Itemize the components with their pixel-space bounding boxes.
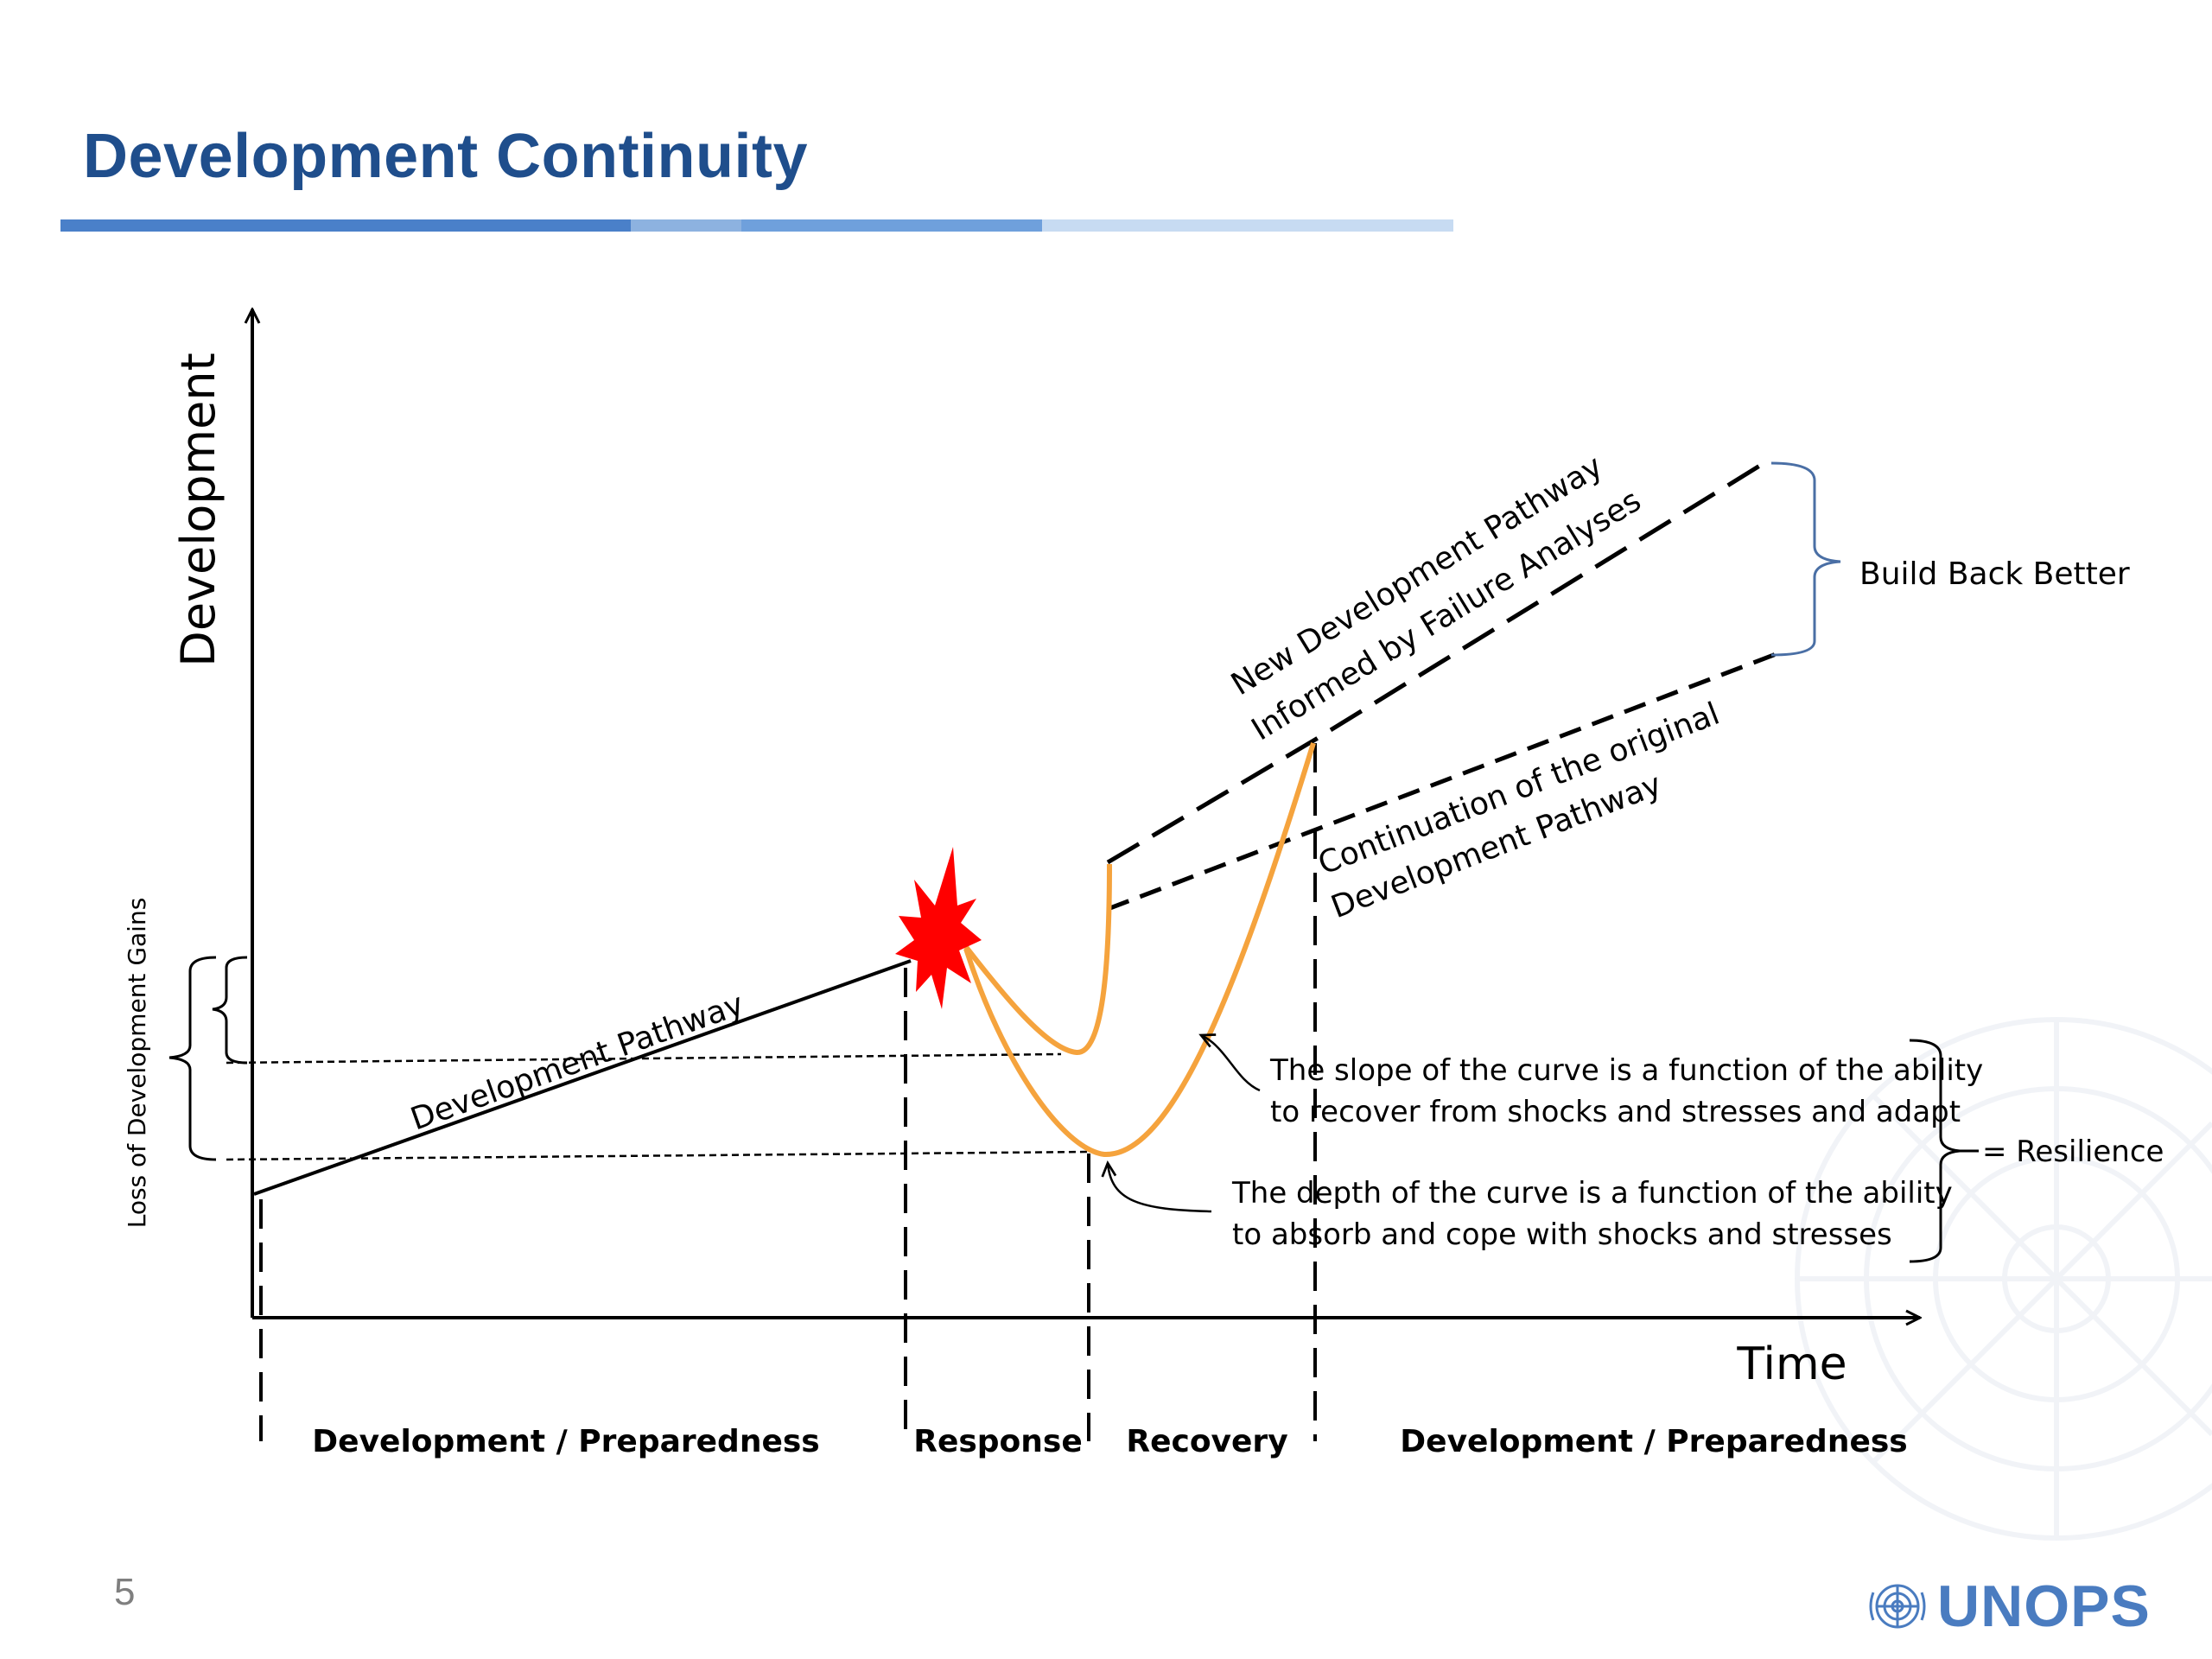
slope-annotation-line1: The slope of the curve is a function of … xyxy=(1269,1053,1983,1088)
resilience-label: = Resilience xyxy=(1982,1135,2164,1169)
slope-annotation-arrow xyxy=(1198,1033,1261,1092)
new-development-pathway-line xyxy=(1106,457,1771,865)
deep-recovery-curve xyxy=(963,742,1316,1158)
shallow-recovery-curve xyxy=(963,863,1112,1055)
loss-inner-brace xyxy=(212,956,248,1065)
build-back-better-brace xyxy=(1770,461,1841,657)
un-emblem-watermark-icon xyxy=(1795,1017,2212,1541)
page-number: 5 xyxy=(114,1571,136,1613)
deep-loss-reference xyxy=(226,1150,1091,1161)
phase-label-development-2: Development / Preparedness xyxy=(1400,1424,1907,1459)
build-back-better-label: Build Back Better xyxy=(1859,556,2130,592)
depth-annotation-arrow xyxy=(1101,1160,1212,1213)
new-pathway-label-line1: New Development Pathway xyxy=(1225,448,1609,702)
depth-annotation-line2: to absorb and cope with shocks and stres… xyxy=(1232,1217,1892,1252)
y-axis-label: Development xyxy=(171,353,226,667)
logo-text: UNOPS xyxy=(1937,1573,2151,1639)
new-pathway-label-line2: Informed by Failure Analyses xyxy=(1246,483,1648,748)
shallow-loss-reference xyxy=(226,1052,1062,1065)
slope-annotation-line2: to recover from shocks and stresses and … xyxy=(1270,1095,1961,1129)
continuation-pathway-line xyxy=(1107,651,1779,912)
slide-title: Development Continuity xyxy=(83,122,809,191)
un-emblem-icon xyxy=(1869,1584,1926,1629)
unops-logo: UNOPS xyxy=(1866,1573,2151,1640)
x-axis-label: Time xyxy=(1736,1338,1847,1390)
phase-label-response: Response xyxy=(913,1424,1083,1459)
development-pathway-label: Development Pathway xyxy=(406,987,748,1138)
phase-label-recovery: Recovery xyxy=(1126,1424,1287,1459)
loss-outer-brace xyxy=(168,956,217,1161)
phase-dividers xyxy=(259,743,1317,1441)
loss-of-development-gains-label: Loss of Development Gains xyxy=(123,898,151,1229)
phase-label-development-1: Development / Preparedness xyxy=(312,1424,819,1459)
shock-burst-icon xyxy=(895,847,982,1009)
axes xyxy=(252,309,1920,1318)
depth-annotation-line1: The depth of the curve is a function of … xyxy=(1231,1176,1953,1211)
title-underline xyxy=(60,219,1453,232)
development-pathway-line xyxy=(253,959,912,1196)
